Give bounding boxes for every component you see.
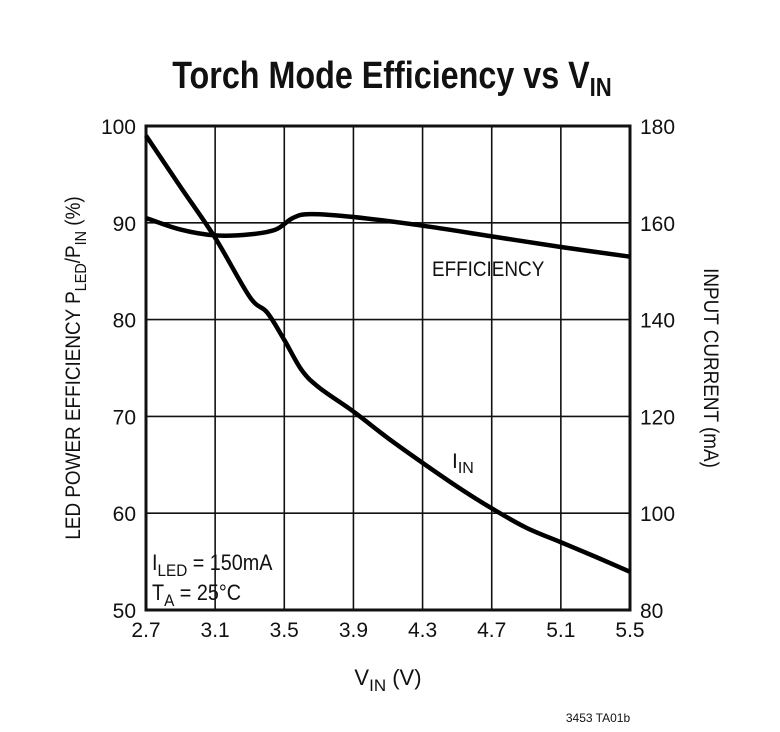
x-tick-label: 4.3: [408, 619, 437, 642]
x-tick-label: 4.7: [477, 619, 506, 642]
x-tick-label: 3.9: [339, 619, 368, 642]
y-right-tick-label: 120: [640, 406, 675, 429]
plot-frame: [144, 124, 632, 612]
x-tick-label: 5.1: [546, 619, 575, 642]
x-axis-label: VIN (V): [354, 665, 421, 695]
figure-id: 3453 TA01b: [566, 711, 631, 725]
y-right-tick-label: 100: [640, 503, 675, 526]
y-left-tick-label: 70: [113, 406, 136, 429]
ta-annotation: TA = 25°C: [152, 581, 241, 610]
efficiency-series-label: EFFICIENCY: [432, 258, 544, 281]
x-tick-label: 3.5: [270, 619, 299, 642]
tick-labels: 2.7 3.1 3.5 3.9 4.3 4.7 5.1 5.5 100 90 80 70 60 50 180…: [101, 116, 675, 642]
iin-series-label: IIN: [452, 450, 474, 477]
y-left-tick-label: 60: [113, 503, 136, 526]
x-tick-label: 2.7: [131, 619, 160, 642]
y-left-axis-label: LED POWER EFFICIENCY PLED/PIN (%): [62, 196, 90, 539]
y-right-tick-label: 180: [640, 116, 675, 139]
y-right-tick-label: 140: [640, 310, 675, 333]
efficiency-line: [145, 211, 631, 259]
x-tick-label: 3.1: [201, 619, 230, 642]
y-left-tick-label: 90: [113, 213, 136, 236]
grid: [144, 124, 632, 612]
x-tick-label: 5.5: [615, 619, 644, 642]
y-right-tick-label: 80: [640, 600, 663, 623]
y-right-tick-label: 160: [640, 213, 675, 236]
series-group: [144, 134, 631, 574]
chart-title: Torch Mode Efficiency vs VIN: [172, 55, 612, 103]
y-right-axis-label: INPUT CURRENT (mA): [699, 268, 722, 468]
input-current-line: [144, 134, 631, 574]
iled-annotation: ILED = 150mA: [152, 551, 273, 580]
y-left-tick-label: 50: [113, 600, 136, 623]
y-left-tick-label: 80: [113, 310, 136, 333]
y-left-tick-label: 100: [101, 116, 136, 139]
